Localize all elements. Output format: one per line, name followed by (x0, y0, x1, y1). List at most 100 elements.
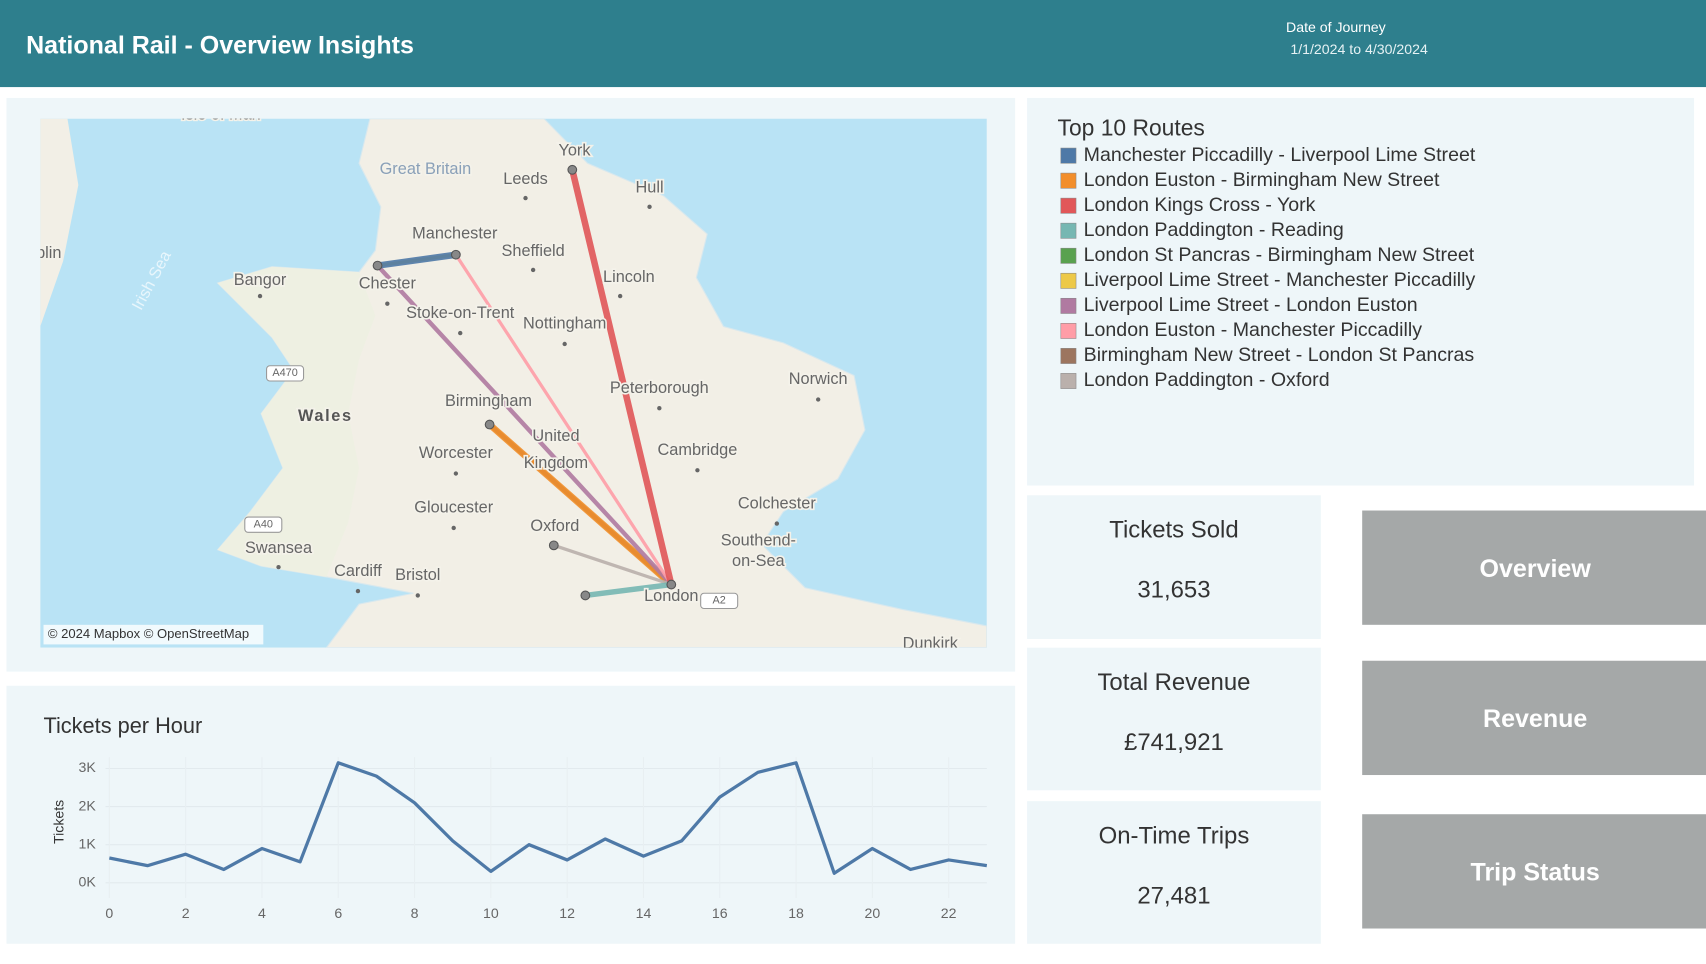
route-line[interactable] (582, 581, 675, 599)
x-tick-label: 18 (788, 905, 804, 921)
map-place-label: Dunkirk (903, 635, 959, 653)
station-dot[interactable] (450, 249, 461, 260)
map-place-label: Birmingham (445, 392, 532, 410)
route-line[interactable] (569, 166, 675, 588)
kpi-value: £741,921 (1124, 729, 1224, 756)
legend-swatch[interactable] (1060, 197, 1077, 214)
y-tick-label: 3K (78, 759, 96, 775)
legend-swatch[interactable] (1060, 348, 1077, 364)
nav-button-label[interactable]: Revenue (1483, 705, 1587, 733)
station-dot[interactable] (666, 579, 677, 590)
place-dot (657, 406, 662, 411)
x-tick-label: 14 (636, 905, 652, 921)
map-place-label: Bangor (234, 271, 287, 289)
map-place-label: Wales (298, 407, 353, 425)
legend-swatch[interactable] (1060, 373, 1077, 389)
place-dot (774, 521, 780, 526)
legend-swatch[interactable] (1060, 323, 1077, 339)
station-dot[interactable] (567, 164, 578, 175)
map-place-label: Great Britain (380, 160, 472, 178)
map-place-label: Southend- (721, 531, 796, 549)
legend-swatch[interactable] (1060, 272, 1077, 289)
nav-button-label[interactable]: Trip Status (1471, 859, 1600, 887)
legend-label[interactable]: London St Pancras - Birmingham New Stree… (1084, 244, 1475, 266)
legend-label[interactable]: London Euston - Birmingham New Street (1084, 169, 1440, 191)
map-attribution[interactable]: © 2024 Mapbox © OpenStreetMap (48, 626, 249, 641)
filter-value[interactable]: 1/1/2024 to 4/30/2024 (1290, 41, 1428, 57)
road-label: A40 (254, 519, 273, 531)
kpi-label: Tickets Sold (1109, 517, 1238, 544)
map-place-label: Oxford (530, 517, 579, 535)
x-tick-label: 22 (941, 905, 957, 921)
place-dot (257, 293, 263, 299)
station-dot[interactable] (548, 540, 559, 551)
line-series (109, 761, 988, 875)
x-tick-label: 0 (105, 905, 113, 921)
y-tick-label: 1K (78, 835, 96, 851)
place-dot (647, 204, 652, 209)
chart-panel (6, 685, 1016, 944)
legend-swatch[interactable] (1060, 172, 1077, 189)
map-place-label: Isle of Man (181, 106, 261, 124)
kpi-label: On-Time Trips (1099, 822, 1250, 849)
route-line[interactable] (552, 543, 673, 587)
legend-swatch[interactable] (1060, 247, 1077, 264)
filter-label: Date of Journey (1286, 19, 1387, 35)
legend-panel (1027, 97, 1695, 486)
map-place-label: Manchester (412, 224, 498, 242)
map-place-label: Lincoln (603, 268, 655, 286)
road-shield (700, 592, 739, 610)
kpi-panel (1027, 647, 1321, 791)
legend-label[interactable]: London Euston - Manchester Piccadilly (1084, 319, 1423, 341)
legend-swatch[interactable] (1060, 147, 1077, 164)
road-label: A470 (272, 367, 297, 379)
legend-swatch[interactable] (1060, 222, 1077, 239)
nav-button[interactable] (1362, 510, 1706, 625)
place-dot (451, 525, 456, 531)
kpi-value: 31,653 (1137, 576, 1210, 603)
map-place-label: Kingdom (524, 454, 588, 472)
place-dot (415, 593, 420, 598)
map[interactable] (40, 118, 987, 648)
nav-button[interactable] (1362, 660, 1706, 776)
land (216, 118, 987, 648)
map-place-label: Norwich (789, 370, 848, 388)
route-line[interactable] (375, 263, 674, 587)
place-dot (562, 341, 567, 347)
legend-label[interactable]: Liverpool Lime Street - Manchester Picca… (1084, 269, 1476, 291)
station-dot[interactable] (580, 590, 591, 601)
land (40, 118, 79, 327)
map-place-label: on-Sea (732, 552, 786, 570)
place-dot (617, 293, 623, 299)
map-place-label: Dublin (15, 244, 61, 262)
kpi-panel (1027, 495, 1321, 639)
nav-button-label[interactable]: Overview (1480, 555, 1592, 583)
legend-label[interactable]: Birmingham New Street - London St Pancra… (1084, 344, 1475, 366)
route-line[interactable] (486, 421, 675, 588)
x-tick-label: 6 (334, 905, 342, 921)
wales-land (217, 266, 376, 577)
station-dot[interactable] (372, 260, 383, 271)
y-tick-label: 2K (78, 797, 96, 813)
x-tick-label: 20 (865, 905, 881, 921)
route-line[interactable] (454, 253, 673, 587)
legend-label[interactable]: London Paddington - Oxford (1084, 369, 1330, 391)
place-dot (523, 195, 528, 201)
y-axis-label: Tickets (51, 800, 67, 844)
chart-title: Tickets per Hour (44, 713, 203, 738)
route-line[interactable] (374, 251, 460, 269)
legend-label[interactable]: London Kings Cross - York (1084, 194, 1316, 216)
legend-label[interactable]: Liverpool Lime Street - London Euston (1084, 294, 1418, 316)
legend-label[interactable]: Manchester Piccadilly - Liverpool Lime S… (1084, 144, 1476, 166)
x-tick-label: 12 (559, 905, 575, 921)
legend-title: Top 10 Routes (1058, 115, 1205, 141)
legend-swatch[interactable] (1060, 297, 1077, 314)
x-tick-label: 10 (483, 905, 499, 921)
nav-button[interactable] (1362, 814, 1706, 929)
legend-label[interactable]: London Paddington - Reading (1084, 219, 1344, 241)
place-dot (453, 471, 459, 476)
map-place-label: York (558, 142, 591, 160)
station-dot[interactable] (484, 419, 495, 430)
